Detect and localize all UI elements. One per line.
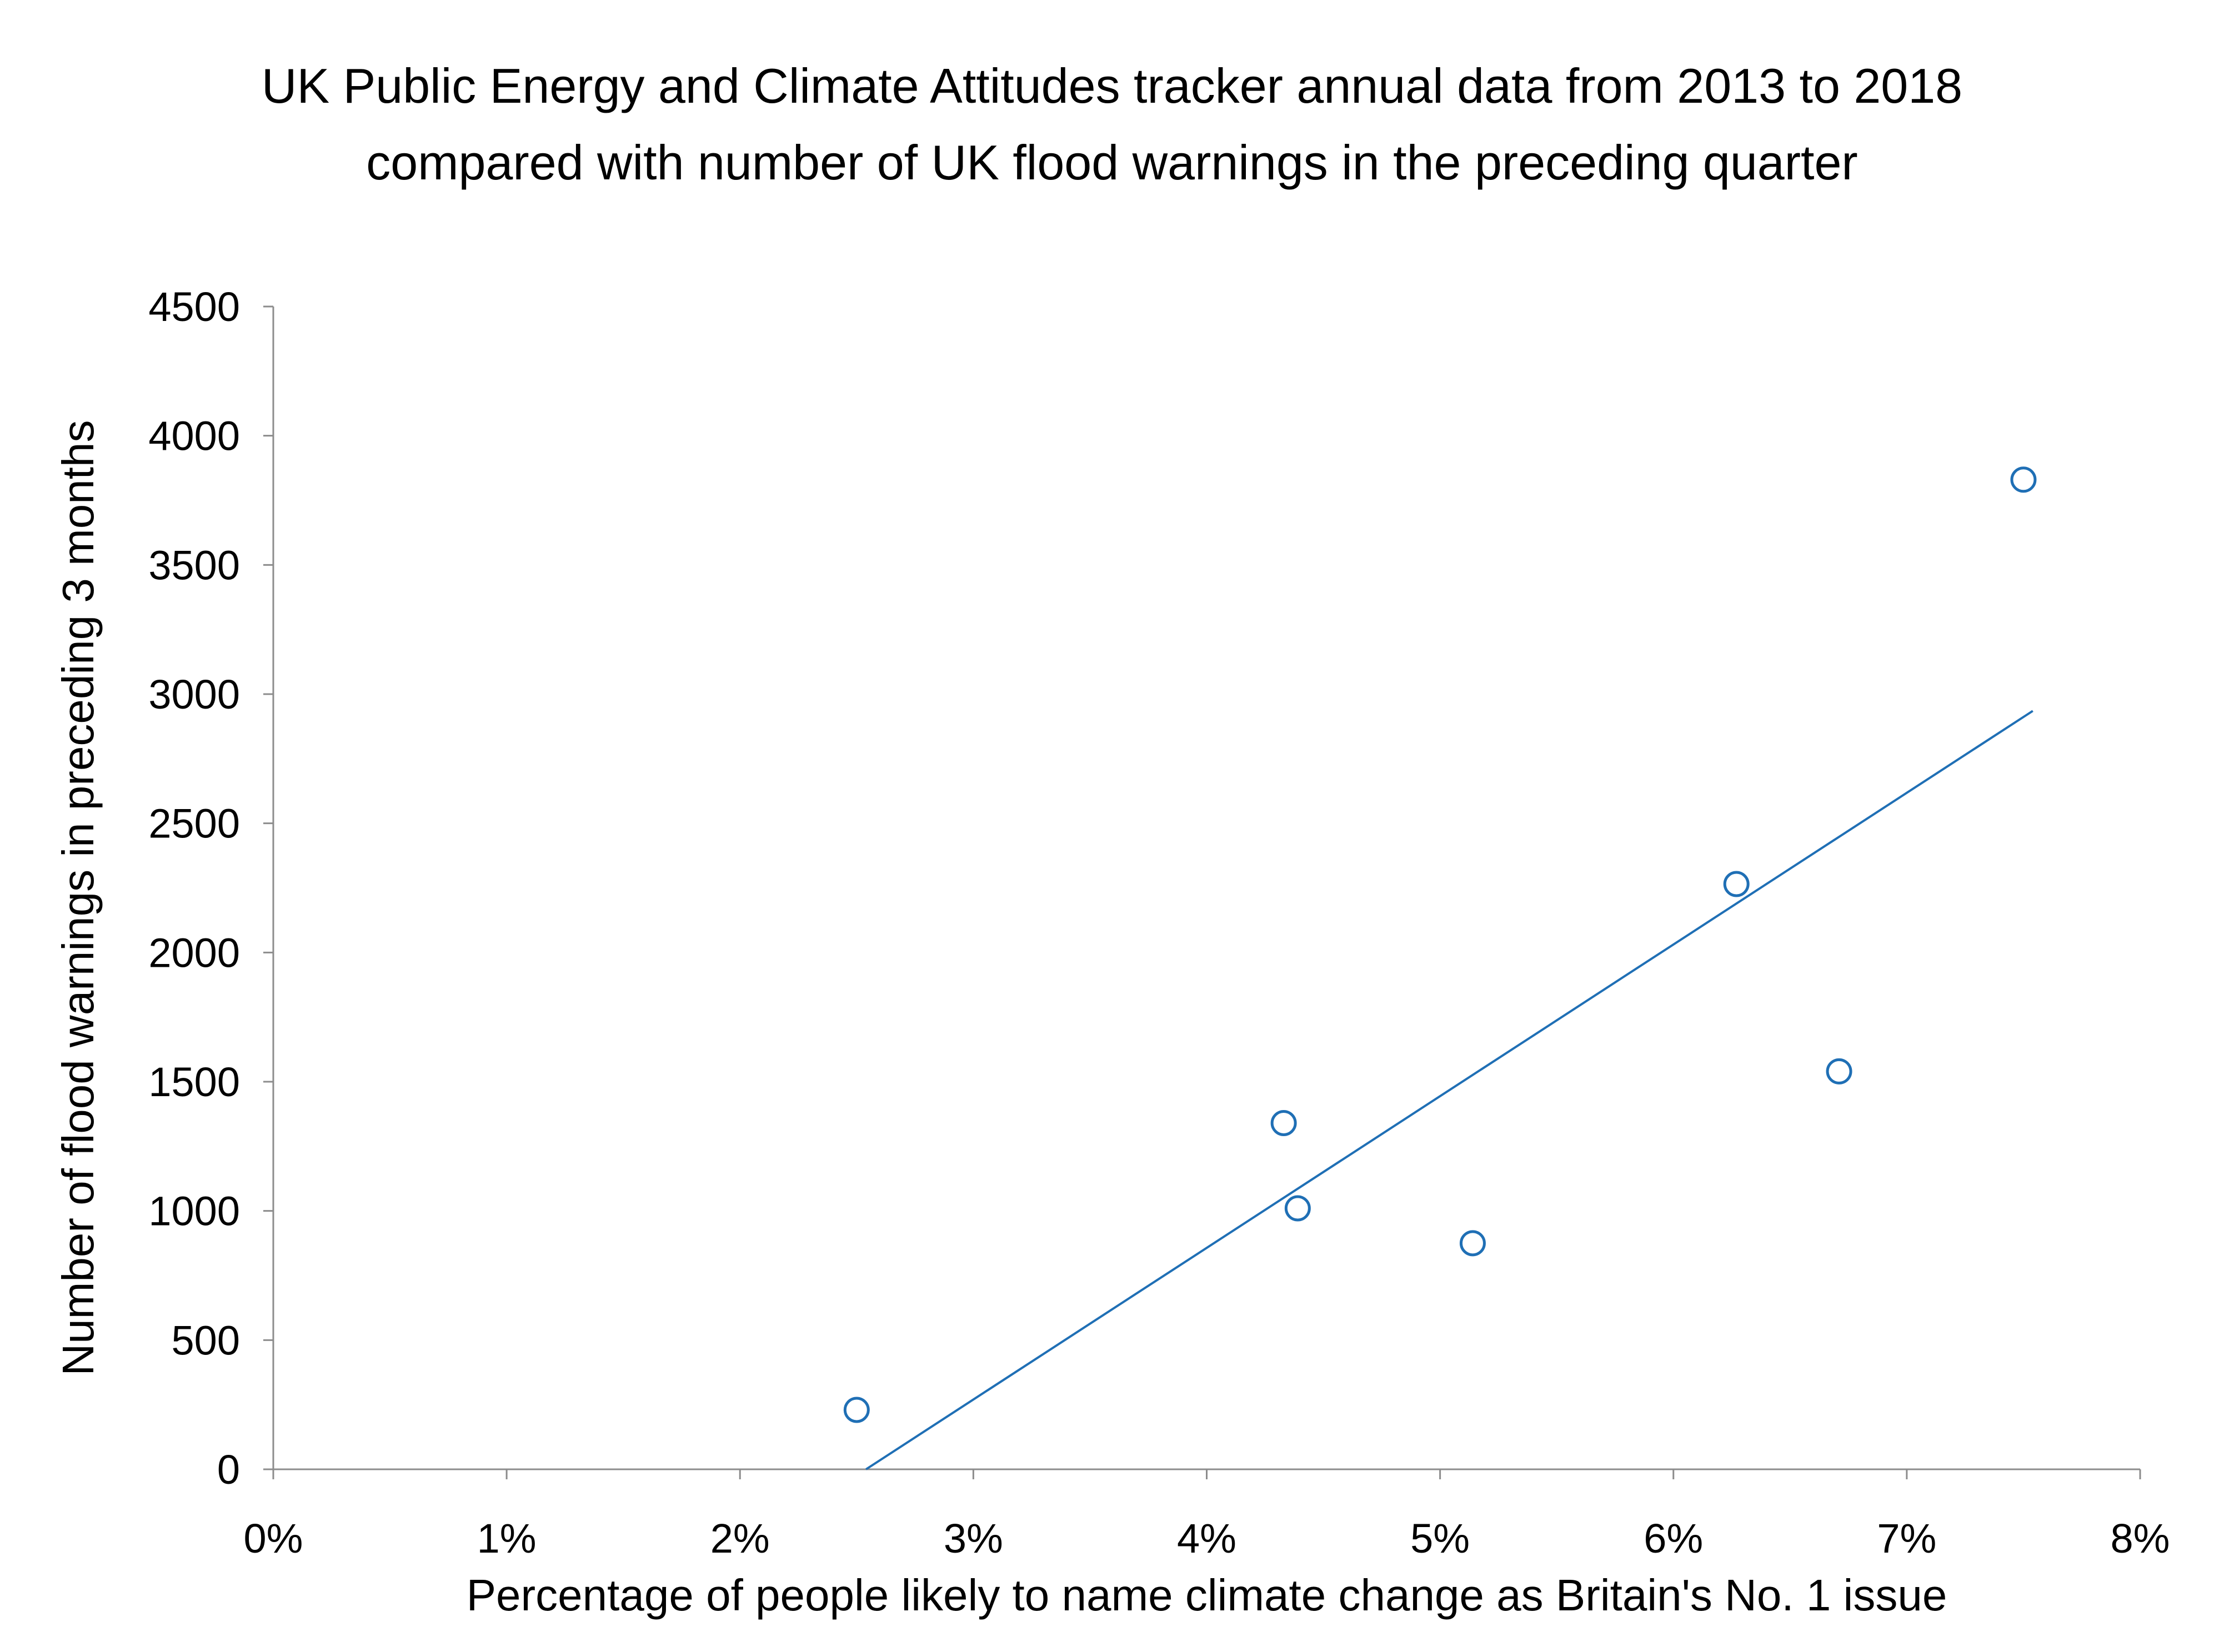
x-tick-label: 0%	[244, 1515, 303, 1561]
y-tick-label: 3500	[148, 542, 240, 588]
x-tick-label: 5%	[1410, 1515, 1470, 1561]
x-tick-label: 4%	[1177, 1515, 1236, 1561]
data-point	[1284, 1195, 1311, 1222]
y-tick-label: 4500	[148, 284, 240, 330]
y-tick-label: 1000	[148, 1188, 240, 1234]
x-tick-label: 7%	[1877, 1515, 1936, 1561]
data-points	[843, 466, 2037, 1423]
chart-title-line-1: UK Public Energy and Climate Attitudes t…	[261, 58, 1963, 113]
data-point	[1826, 1058, 1852, 1084]
x-tick-label: 1%	[477, 1515, 537, 1561]
x-tick-label: 6%	[1644, 1515, 1703, 1561]
x-tick-label: 2%	[710, 1515, 770, 1561]
chart-title: UK Public Energy and Climate Attitudes t…	[0, 48, 2224, 201]
y-tick-label: 2500	[148, 801, 240, 847]
y-tick-label: 500	[172, 1317, 240, 1363]
data-point	[1270, 1109, 1297, 1136]
data-point	[1459, 1230, 1486, 1257]
y-tick-label: 3000	[148, 671, 240, 717]
trendline-layer	[865, 710, 2033, 1470]
x-tick-label: 8%	[2111, 1515, 2170, 1561]
trendline	[865, 710, 2033, 1470]
chart-subtitle: compared with number of UK flood warning…	[366, 135, 1858, 190]
axes: 0 500 1000 1500 2000 2500 3000 3500 4000 4500 0% 1%…	[148, 284, 2170, 1561]
x-tick-label: 3%	[944, 1515, 1003, 1561]
data-point	[1723, 871, 1750, 897]
y-tick-label: 4000	[148, 413, 240, 459]
data-point	[2010, 466, 2037, 493]
y-axis-title: Number of flood warnings in preceding 3 …	[53, 420, 103, 1376]
y-tick-label: 2000	[148, 930, 240, 976]
data-point	[843, 1397, 870, 1423]
y-tick-label: 1500	[148, 1059, 240, 1105]
x-axis-title: Percentage of people likely to name clim…	[467, 1570, 1947, 1620]
y-tick-label: 0	[217, 1447, 240, 1493]
